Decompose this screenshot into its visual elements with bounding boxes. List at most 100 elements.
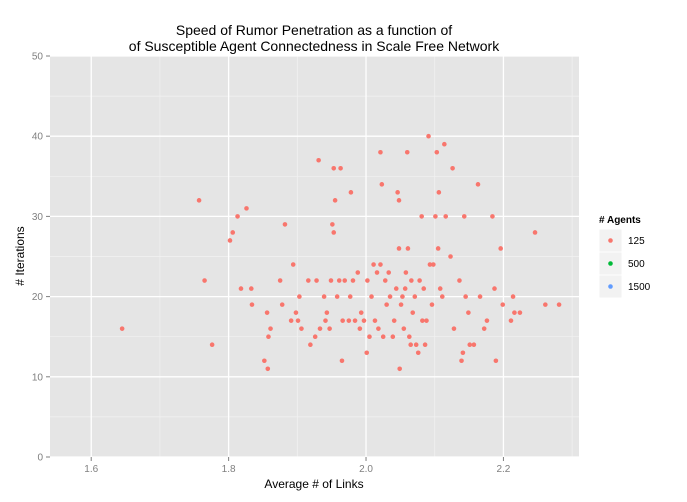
point-125-90 [413, 342, 419, 348]
point-125-122 [477, 294, 483, 299]
point-125-133 [517, 310, 523, 315]
point-125-48 [348, 190, 354, 195]
point-125-99 [427, 262, 433, 267]
point-125-65 [379, 182, 385, 187]
point-125-132 [512, 310, 517, 315]
point-125-60 [372, 318, 378, 323]
point-125-59 [371, 262, 376, 267]
point-125-117 [463, 294, 468, 299]
point-125-85 [407, 334, 412, 340]
point-125-40 [334, 294, 340, 299]
point-125-13 [265, 366, 271, 372]
point-125-21 [293, 310, 299, 315]
point-125-107 [439, 294, 445, 299]
point-125-81 [402, 286, 408, 291]
point-125-62 [376, 326, 381, 331]
point-125-27 [312, 334, 318, 340]
point-125-3 [209, 342, 215, 348]
point-125-112 [451, 326, 457, 331]
x-tick-label: 2.2 [496, 464, 510, 475]
point-125-108 [442, 141, 447, 147]
point-125-97 [424, 318, 429, 323]
point-125-54 [361, 318, 367, 323]
point-125-71 [390, 334, 396, 340]
point-125-121 [475, 182, 481, 187]
point-125-8 [244, 206, 249, 211]
point-125-55 [364, 350, 370, 356]
point-125-34 [327, 326, 332, 331]
point-125-70 [387, 294, 393, 299]
point-125-53 [358, 310, 364, 315]
point-125-77 [397, 366, 402, 372]
data-points [119, 133, 562, 372]
legend-label-1500: 1500 [628, 282, 651, 293]
point-125-7 [238, 286, 244, 291]
point-125-25 [306, 278, 311, 283]
point-125-35 [328, 278, 334, 283]
point-125-10 [249, 302, 255, 307]
point-125-84 [405, 246, 411, 251]
legend-key-dot-125 [608, 238, 613, 243]
point-125-101 [431, 262, 436, 267]
point-125-30 [317, 326, 323, 331]
point-125-119 [467, 342, 473, 348]
x-axis-title: Average # of Links [264, 477, 363, 491]
point-125-116 [461, 214, 467, 219]
point-125-6 [235, 214, 240, 219]
y-tick-label: 10 [32, 372, 44, 383]
point-125-1 [196, 198, 202, 203]
point-125-113 [457, 278, 462, 283]
point-125-61 [374, 270, 380, 275]
point-125-127 [493, 358, 499, 364]
legend-key-dot-500 [608, 261, 613, 266]
point-125-16 [277, 278, 283, 283]
point-125-18 [282, 222, 288, 227]
legend-label-500: 500 [628, 259, 645, 270]
point-125-128 [498, 246, 503, 251]
point-125-118 [466, 310, 471, 315]
point-125-33 [324, 310, 330, 315]
point-125-82 [403, 270, 409, 275]
point-125-17 [279, 302, 285, 307]
point-125-123 [481, 326, 487, 331]
point-125-134 [532, 230, 538, 235]
point-125-114 [459, 358, 464, 364]
point-125-102 [433, 214, 438, 219]
point-125-110 [448, 254, 453, 259]
point-125-63 [378, 149, 383, 155]
y-tick-label: 30 [32, 212, 44, 223]
point-125-72 [391, 318, 397, 323]
chart-title-line-2: of Susceptible Agent Connectedness in Sc… [129, 38, 500, 54]
point-125-26 [308, 342, 313, 348]
y-axis-title: # Iterations [13, 226, 27, 285]
point-125-73 [393, 286, 399, 291]
point-125-94 [420, 318, 425, 323]
point-125-22 [295, 318, 301, 323]
chart-title-line-1: Speed of Rumor Penetration as a function… [176, 22, 452, 38]
point-125-124 [484, 318, 490, 323]
point-125-135 [543, 302, 548, 307]
point-125-47 [347, 294, 353, 299]
legend-label-125: 125 [628, 236, 645, 247]
point-125-68 [384, 302, 389, 307]
point-125-32 [323, 318, 328, 323]
point-125-75 [396, 198, 402, 203]
point-125-56 [365, 278, 370, 283]
y-tick-label: 50 [32, 52, 44, 63]
point-125-0 [119, 326, 125, 331]
x-tick-label: 2.0 [359, 464, 373, 475]
point-125-69 [386, 270, 391, 275]
point-125-31 [321, 294, 327, 299]
grid-major [50, 55, 579, 458]
point-125-86 [408, 342, 413, 348]
point-125-109 [443, 214, 449, 219]
point-125-4 [227, 238, 233, 243]
point-125-67 [382, 278, 388, 283]
point-125-43 [339, 358, 345, 364]
point-125-52 [357, 326, 363, 331]
point-125-136 [556, 302, 562, 307]
point-125-87 [409, 278, 414, 283]
point-125-91 [415, 350, 421, 356]
point-125-96 [422, 342, 428, 348]
point-125-95 [421, 286, 427, 291]
